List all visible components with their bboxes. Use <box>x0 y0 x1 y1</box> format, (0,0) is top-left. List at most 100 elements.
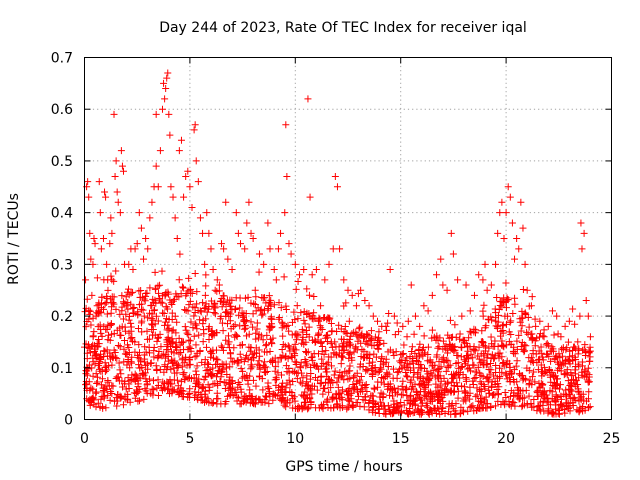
data-point <box>154 317 162 325</box>
data-point <box>434 344 442 352</box>
data-point <box>461 336 469 344</box>
data-point <box>462 352 470 360</box>
data-point <box>446 341 454 349</box>
data-point <box>127 319 135 327</box>
data-point <box>502 370 510 378</box>
data-point <box>377 398 385 406</box>
data-point <box>163 315 171 323</box>
data-point <box>131 370 139 378</box>
data-point <box>435 396 443 404</box>
data-point <box>218 303 226 311</box>
y-axis-label: ROTI / TECUs <box>6 193 22 285</box>
data-point <box>393 374 401 382</box>
data-point <box>155 348 163 356</box>
data-point <box>288 331 296 339</box>
data-point <box>436 334 444 342</box>
data-point <box>98 332 106 340</box>
data-point <box>125 312 133 320</box>
data-point <box>146 284 154 292</box>
data-point <box>180 359 188 367</box>
data-point <box>103 366 111 374</box>
data-point <box>515 386 523 394</box>
data-point <box>255 346 263 354</box>
data-point <box>441 387 449 395</box>
data-point <box>379 402 387 410</box>
data-point <box>108 229 116 237</box>
data-point <box>406 378 414 386</box>
data-point <box>154 183 162 191</box>
data-point <box>459 371 467 379</box>
data-point <box>513 337 521 345</box>
data-point <box>415 391 423 399</box>
data-point <box>110 330 118 338</box>
data-point <box>145 335 153 343</box>
data-point <box>438 386 446 394</box>
data-point <box>521 260 529 268</box>
data-point <box>532 322 540 330</box>
data-point <box>207 327 215 335</box>
data-point <box>101 300 109 308</box>
data-point <box>228 306 236 314</box>
data-point <box>352 398 360 406</box>
data-point <box>510 399 518 407</box>
data-point <box>317 339 325 347</box>
data-point <box>506 193 514 201</box>
data-point <box>403 333 411 341</box>
data-point <box>260 358 268 366</box>
data-point <box>520 341 528 349</box>
data-point <box>487 360 495 368</box>
data-point <box>469 354 477 362</box>
data-point <box>236 350 244 358</box>
data-point <box>525 323 533 331</box>
data-point <box>323 338 331 346</box>
data-point <box>523 364 531 372</box>
data-point <box>247 229 255 237</box>
data-point <box>102 325 110 333</box>
data-point <box>178 392 186 400</box>
data-point <box>120 358 128 366</box>
data-point <box>487 281 495 289</box>
data-point <box>201 304 209 312</box>
data-point <box>291 352 299 360</box>
data-point <box>126 364 134 372</box>
data-point <box>572 376 580 384</box>
data-point <box>177 348 185 356</box>
data-point <box>375 405 383 413</box>
data-point <box>368 342 376 350</box>
data-point <box>564 404 572 412</box>
data-point <box>89 260 97 268</box>
data-point <box>302 403 310 411</box>
data-point <box>223 296 231 304</box>
data-point <box>152 162 160 170</box>
data-point <box>164 386 172 394</box>
data-point <box>122 310 130 318</box>
data-point <box>472 393 480 401</box>
data-point <box>82 276 90 284</box>
data-point <box>397 351 405 359</box>
data-point <box>163 378 171 386</box>
data-point <box>164 290 172 298</box>
data-point <box>319 390 327 398</box>
data-point <box>365 399 373 407</box>
data-point <box>160 350 168 358</box>
data-point <box>528 336 536 344</box>
data-point <box>154 333 162 341</box>
data-point <box>537 349 545 357</box>
data-point <box>158 299 166 307</box>
data-point <box>104 391 112 399</box>
data-point <box>129 266 137 274</box>
data-point <box>569 305 577 313</box>
data-point <box>96 209 104 217</box>
data-point <box>97 329 105 337</box>
data-point <box>236 240 244 248</box>
data-point <box>141 343 149 351</box>
data-point <box>311 373 319 381</box>
data-point <box>119 315 127 323</box>
data-point <box>269 334 277 342</box>
data-point <box>109 353 117 361</box>
data-point <box>218 360 226 368</box>
data-point <box>117 331 125 339</box>
data-point <box>423 367 431 375</box>
data-point <box>297 359 305 367</box>
data-point <box>532 350 540 358</box>
